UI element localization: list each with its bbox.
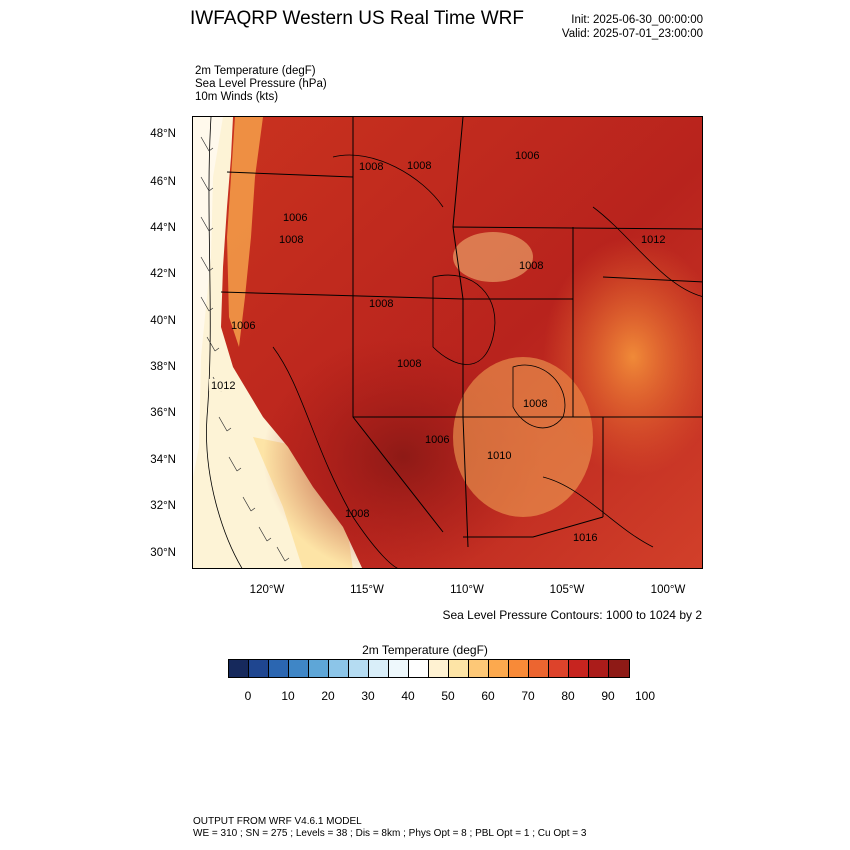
colorbar-tick: 20: [321, 689, 335, 703]
lat-label-30: 30°N: [150, 547, 176, 559]
rockies-cool-zone: [453, 232, 533, 282]
pressure-label: 1008: [359, 161, 383, 173]
init-time: Init: 2025-06-30_00:00:00: [571, 14, 703, 26]
map-title: IWFAQRP Western US Real Time WRF: [190, 8, 524, 29]
colorbar-swatch: [389, 660, 409, 677]
pressure-label: 1008: [279, 234, 303, 246]
run-time-info: Init: 2025-06-30_00:00:00 Valid: 2025-07…: [562, 13, 703, 41]
colorbar-swatch: [449, 660, 469, 677]
colorbar-tick: 30: [361, 689, 375, 703]
field-winds: 10m Winds (kts): [195, 91, 279, 103]
colorbar-tick: 60: [481, 689, 495, 703]
colorbar-swatch: [429, 660, 449, 677]
colorbar-tick: 70: [521, 689, 535, 703]
lat-label-32: 32°N: [150, 500, 176, 512]
valid-time: Valid: 2025-07-01_23:00:00: [561, 28, 703, 40]
colorbar-title: 2m Temperature (degF): [362, 643, 488, 657]
colorbar-tick: 90: [601, 689, 615, 703]
colorbar-swatch: [489, 660, 509, 677]
map-panel: 1012 1008 1008 1006 1012 1006 1008 1008 …: [192, 116, 703, 569]
lat-label-34: 34°N: [150, 454, 176, 466]
model-config: WE = 310 ; SN = 275 ; Levels = 38 ; Dis …: [193, 828, 587, 839]
lat-label-48: 48°N: [150, 128, 176, 140]
pressure-label: 1008: [345, 508, 369, 520]
pressure-label: 1006: [283, 212, 307, 224]
pressure-label: 1008: [519, 260, 543, 272]
map-canvas: 1012 1008 1008 1006 1012 1006 1008 1008 …: [193, 117, 702, 568]
field-temperature: 2m Temperature (degF): [195, 65, 316, 77]
colorbar-tick: 40: [401, 689, 415, 703]
colorbar-swatch: [249, 660, 269, 677]
colorbar-tick: 0: [244, 689, 252, 703]
pressure-label: 1008: [397, 358, 421, 370]
colorbar-swatch: [349, 660, 369, 677]
field-pressure: Sea Level Pressure (hPa): [195, 78, 327, 90]
pressure-label: 1012: [641, 234, 665, 246]
colorbar-swatch: [469, 660, 489, 677]
colorbar-swatch: [609, 660, 629, 677]
colorbar-tick: 10: [281, 689, 295, 703]
pressure-label: 1010: [487, 450, 511, 462]
colorbar-tick: 50: [441, 689, 455, 703]
lon-label-110: 110°W: [450, 584, 484, 596]
lat-label-46: 46°N: [150, 176, 176, 188]
pressure-label: 1012: [211, 380, 235, 392]
pressure-label: 1008: [407, 160, 431, 172]
field-list: 2m Temperature (degF) Sea Level Pressure…: [195, 65, 327, 104]
pressure-contours: [206, 117, 702, 568]
lon-label-115: 115°W: [350, 584, 384, 596]
colorbar-swatch: [529, 660, 549, 677]
colorbar-swatch: [409, 660, 429, 677]
pressure-label: 1006: [425, 434, 449, 446]
colorbar-swatch: [589, 660, 609, 677]
contour-note: Sea Level Pressure Contours: 1000 to 102…: [442, 608, 703, 622]
lat-label-44: 44°N: [150, 222, 176, 234]
colorbar-tick: 80: [561, 689, 575, 703]
colorbar-tick: 100: [634, 689, 656, 703]
colorbar-swatch: [309, 660, 329, 677]
colorbar-swatch: [289, 660, 309, 677]
pressure-label: 1006: [515, 150, 539, 162]
pressure-label: 1008: [369, 298, 393, 310]
pressure-label: 1006: [231, 320, 255, 332]
cool-coastal-water: [193, 117, 223, 477]
lat-label-36: 36°N: [150, 407, 176, 419]
colorbar-swatch: [569, 660, 589, 677]
lon-label-105: 105°W: [549, 584, 585, 596]
colorbar-swatch: [229, 660, 249, 677]
lat-label-38: 38°N: [150, 361, 176, 373]
colorbar-swatch: [369, 660, 389, 677]
lat-label-40: 40°N: [150, 315, 176, 327]
colorbar-swatch: [269, 660, 289, 677]
state-borders: [220, 117, 702, 548]
colorbar-swatch: [549, 660, 569, 677]
coastal-mild-zone: [227, 117, 263, 347]
pressure-label: 1008: [523, 398, 547, 410]
model-footer: OUTPUT FROM WRF V4.6.1 MODEL WE = 310 ; …: [193, 816, 586, 840]
lat-label-42: 42°N: [150, 268, 176, 280]
model-version: OUTPUT FROM WRF V4.6.1 MODEL: [193, 816, 362, 827]
pressure-label: 1016: [573, 532, 597, 544]
lon-label-100: 100°W: [650, 584, 686, 596]
colorbar-swatch: [509, 660, 529, 677]
lon-label-120: 120°W: [249, 584, 285, 596]
temperature-colorbar: [228, 659, 630, 678]
colorbar-swatch: [329, 660, 349, 677]
